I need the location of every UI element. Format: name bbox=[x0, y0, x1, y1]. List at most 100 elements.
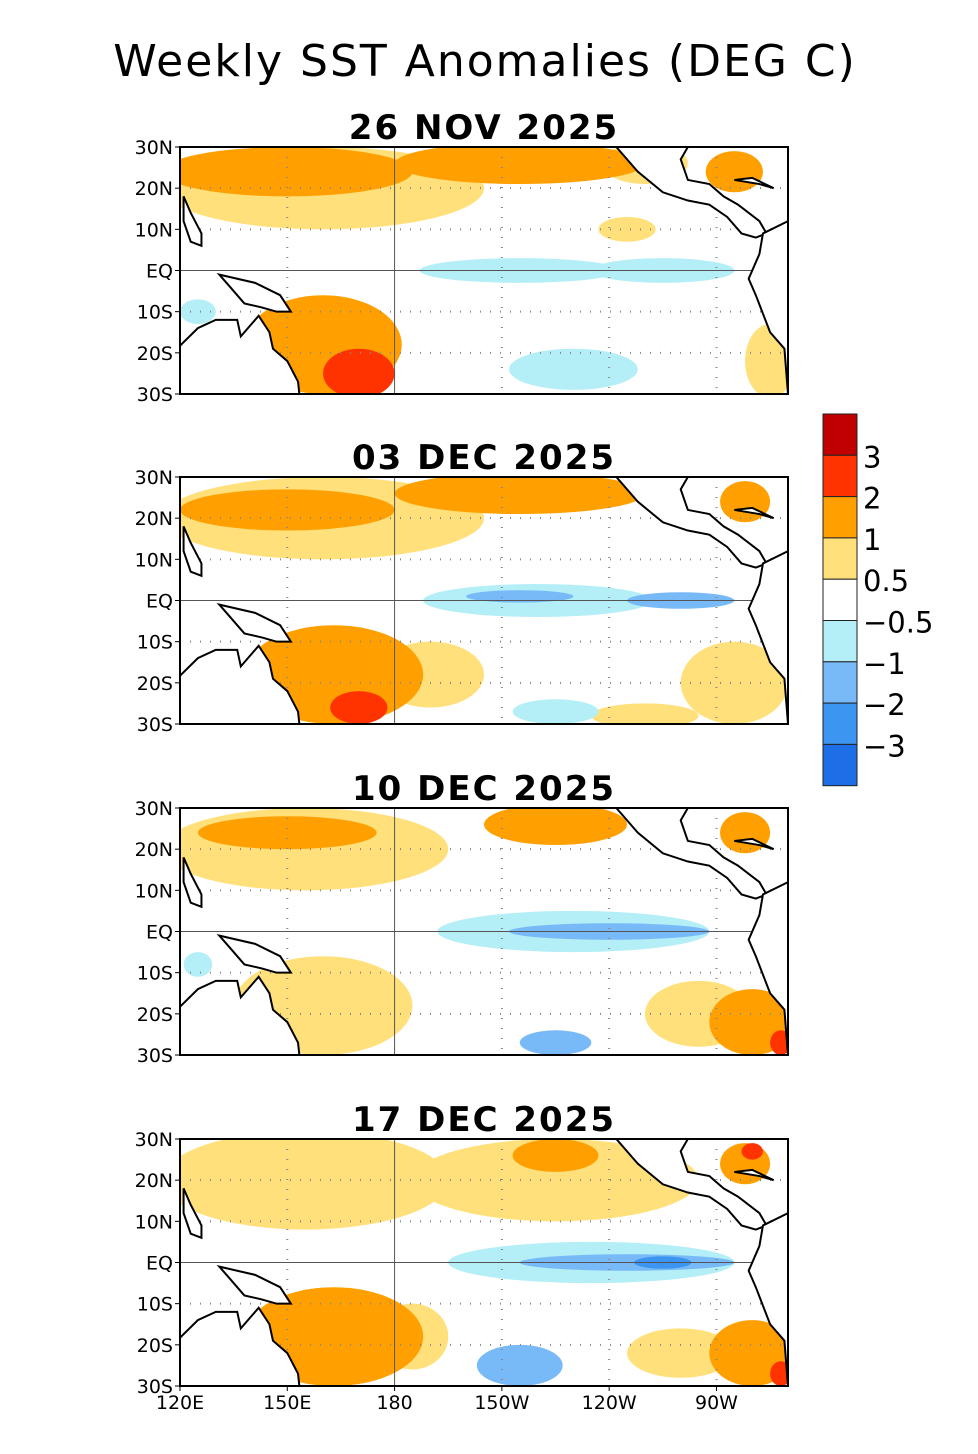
coastline bbox=[182, 526, 203, 578]
legend-swatch bbox=[822, 413, 858, 456]
coastline bbox=[216, 602, 293, 643]
lat-label: 20S bbox=[137, 1335, 173, 1357]
coastline bbox=[734, 506, 775, 520]
lat-label: EQ bbox=[146, 922, 173, 944]
lat-label: 30N bbox=[135, 798, 173, 820]
lat-label: 20N bbox=[135, 178, 173, 200]
lat-label: 10N bbox=[135, 219, 173, 241]
legend-swatch bbox=[822, 496, 858, 539]
map-panel: 26 NOV 2025 30N 20N 10N EQ 10S 20S 30S bbox=[135, 108, 789, 406]
legend-swatch bbox=[822, 454, 858, 498]
anomaly-patch bbox=[180, 489, 395, 531]
legend-swatch bbox=[822, 620, 858, 663]
panel-date-title: 26 NOV 2025 bbox=[349, 108, 619, 148]
lat-label: 30N bbox=[135, 467, 173, 489]
legend-label: −1 bbox=[863, 647, 906, 681]
coastline bbox=[180, 975, 301, 1055]
anomaly-patch bbox=[720, 481, 771, 523]
lat-label: 20N bbox=[135, 1170, 173, 1192]
legend-label: 1 bbox=[863, 523, 881, 557]
anomaly-patch bbox=[330, 691, 388, 724]
anomaly-patch bbox=[394, 147, 645, 185]
anomaly-patch bbox=[705, 151, 763, 193]
anomaly-patch bbox=[466, 590, 574, 603]
lon-label: 150W bbox=[474, 1392, 529, 1414]
lat-label: 30N bbox=[135, 137, 173, 159]
anomaly-patch bbox=[394, 477, 645, 515]
figure-title: Weekly SST Anomalies (DEG C) bbox=[113, 36, 857, 87]
coastline bbox=[216, 272, 293, 313]
lon-label: 150E bbox=[263, 1392, 311, 1414]
legend-label: 3 bbox=[863, 440, 881, 474]
anomaly-patch bbox=[180, 147, 413, 197]
coastline bbox=[747, 1212, 788, 1386]
anomaly-patch bbox=[519, 1030, 592, 1055]
coastline bbox=[734, 176, 775, 190]
anomaly-patch bbox=[598, 216, 656, 242]
lat-label: EQ bbox=[146, 1253, 173, 1275]
coastline bbox=[747, 220, 788, 394]
coastline bbox=[180, 1306, 301, 1386]
legend-swatch bbox=[822, 661, 858, 704]
lat-label: 30S bbox=[137, 714, 173, 736]
lon-label: 120W bbox=[582, 1392, 637, 1414]
coastline bbox=[182, 1188, 203, 1240]
coastline bbox=[216, 933, 293, 974]
coastline bbox=[182, 857, 203, 909]
anomaly-patch bbox=[680, 641, 788, 724]
anomaly-patch bbox=[484, 808, 628, 846]
coastline bbox=[734, 1168, 775, 1182]
anomaly-patch bbox=[180, 1139, 449, 1230]
legend-swatch bbox=[822, 578, 858, 622]
anomaly-patch bbox=[591, 703, 699, 724]
anomaly-patch bbox=[627, 1328, 735, 1378]
anomaly-patch bbox=[180, 299, 216, 325]
anomaly-patch bbox=[412, 1139, 699, 1222]
lat-label: 20N bbox=[135, 508, 173, 530]
anomaly-patch bbox=[709, 1320, 788, 1386]
lon-label: 180 bbox=[376, 1392, 412, 1414]
lat-label: 30S bbox=[137, 1045, 173, 1067]
lat-label: 20S bbox=[137, 343, 173, 365]
coastline bbox=[747, 881, 788, 1055]
lat-label: 20S bbox=[137, 673, 173, 695]
lat-label: 10S bbox=[137, 963, 173, 985]
legend-label: −0.5 bbox=[863, 606, 933, 640]
lat-label: 20N bbox=[135, 839, 173, 861]
lat-label: EQ bbox=[146, 261, 173, 283]
panel-date-title: 17 DEC 2025 bbox=[352, 1100, 616, 1140]
lat-label: 10S bbox=[137, 1294, 173, 1316]
coastline bbox=[216, 1264, 293, 1305]
lat-label: 10S bbox=[137, 632, 173, 654]
anomaly-patch bbox=[323, 348, 395, 394]
coastline bbox=[747, 550, 788, 724]
map-panel: 03 DEC 2025 30N 20N 10N EQ 10S 20S 30S bbox=[135, 438, 789, 736]
anomaly-patch bbox=[741, 1143, 763, 1160]
lat-label: 30S bbox=[137, 384, 173, 406]
coastline bbox=[182, 196, 203, 248]
lat-label: 10N bbox=[135, 549, 173, 571]
legend-label: 2 bbox=[863, 482, 881, 516]
lat-label: 20S bbox=[137, 1004, 173, 1026]
anomaly-patch bbox=[476, 1344, 563, 1386]
anomaly-patch bbox=[720, 812, 771, 854]
legend-swatch bbox=[822, 537, 858, 580]
legend-label: 0.5 bbox=[863, 564, 909, 598]
panel-date-title: 10 DEC 2025 bbox=[352, 769, 616, 809]
anomaly-patch bbox=[512, 1139, 599, 1172]
coastline bbox=[180, 644, 301, 724]
anomaly-patch bbox=[709, 989, 788, 1055]
map-panel: 10 DEC 2025 30N 20N 10N EQ 10S 20S 30S bbox=[135, 769, 789, 1067]
lon-label: 120E bbox=[156, 1392, 204, 1414]
legend-label: −2 bbox=[863, 688, 906, 722]
legend-swatch bbox=[822, 702, 858, 745]
panel-date-title: 03 DEC 2025 bbox=[352, 438, 616, 478]
anomaly-patch bbox=[183, 952, 213, 977]
lat-label: EQ bbox=[146, 591, 173, 613]
lat-label: 30S bbox=[137, 1376, 173, 1398]
lat-label: 30N bbox=[135, 1129, 173, 1151]
anomaly-patch bbox=[509, 348, 638, 390]
anomaly-patch bbox=[512, 699, 599, 724]
